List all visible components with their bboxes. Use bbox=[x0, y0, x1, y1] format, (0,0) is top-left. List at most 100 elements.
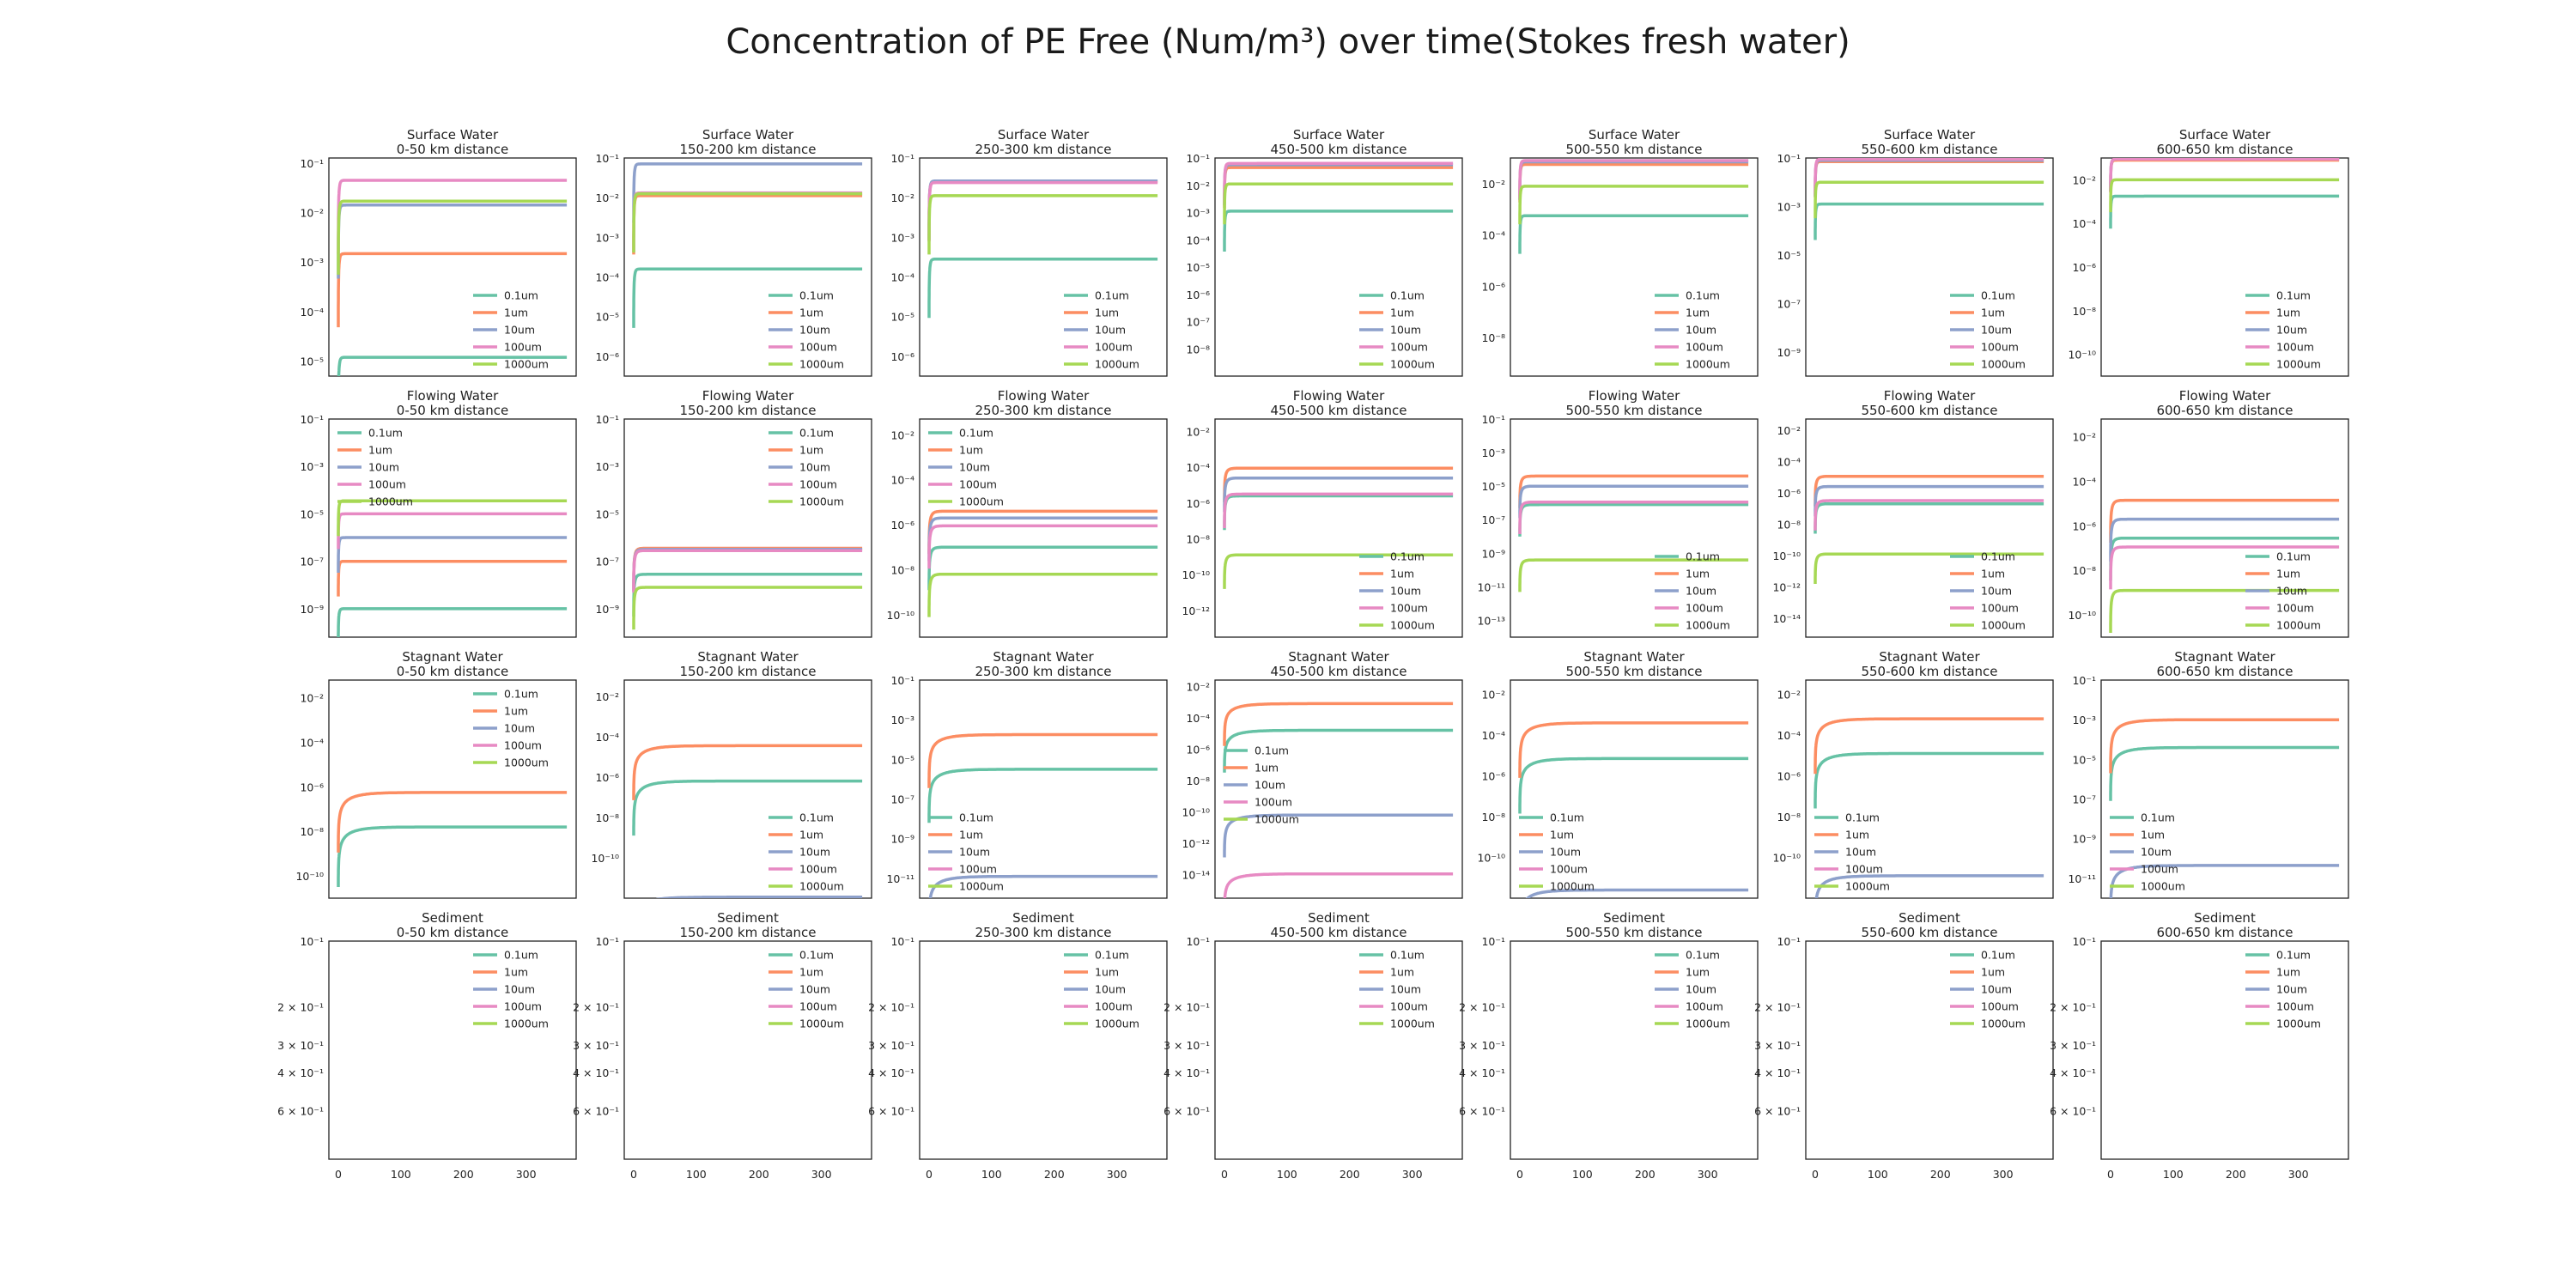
y-tick-label: 10⁻⁸ bbox=[890, 563, 914, 576]
panel-title-row: Surface Water bbox=[1589, 127, 1680, 143]
legend-label-1um: 1um bbox=[1550, 829, 1574, 841]
y-tick-label: 10⁻³ bbox=[890, 714, 914, 726]
y-tick-label: 10⁻⁶ bbox=[1481, 280, 1505, 293]
y-tick-label: 10⁻¹⁰ bbox=[2068, 349, 2096, 361]
legend: 0.1um 1um 10um 100um 1000um bbox=[1655, 550, 1730, 632]
legend-label-0.1um: 0.1um bbox=[799, 427, 834, 440]
x-tick-label: 0 bbox=[630, 1168, 637, 1181]
series-line-1um bbox=[927, 509, 1158, 555]
legend-label-10um: 10um bbox=[799, 324, 830, 337]
legend-label-1um: 1um bbox=[959, 829, 983, 841]
legend: 0.1um 1um 10um 100um 1000um bbox=[1814, 811, 1890, 893]
series-line-0.1um bbox=[1223, 494, 1454, 531]
panel-frame bbox=[1214, 940, 1463, 1160]
y-tick-label: 3 × 10⁻¹ bbox=[868, 1039, 914, 1052]
legend: 0.1um 1um 10um 100um 1000um bbox=[337, 427, 413, 508]
series-line-100um bbox=[927, 524, 1158, 569]
legend-label-100um: 100um bbox=[2276, 602, 2314, 615]
legend-label-100um: 100um bbox=[799, 863, 837, 876]
panel-title-row: Stagnant Water bbox=[1288, 649, 1389, 665]
x-tick-label: 100 bbox=[981, 1168, 1002, 1181]
legend: 0.1um 1um 10um 100um 1000um bbox=[769, 811, 844, 893]
series-line-1000um bbox=[1223, 553, 1454, 589]
series-line-0.1um bbox=[2109, 745, 2340, 801]
y-tick-label: 3 × 10⁻¹ bbox=[1163, 1039, 1210, 1052]
legend-label-1000um: 1000um bbox=[1686, 1018, 1730, 1030]
series-line-1um bbox=[632, 744, 863, 800]
series-line-0.1um bbox=[927, 768, 1158, 823]
y-tick-label: 10⁻⁹ bbox=[595, 603, 619, 616]
legend-label-100um: 100um bbox=[959, 863, 997, 876]
legend-label-10um: 10um bbox=[799, 461, 830, 474]
series-line-1um bbox=[1223, 166, 1454, 209]
y-tick-label: 10⁻⁶ bbox=[595, 350, 619, 363]
panel-title-row: Sediment bbox=[717, 910, 779, 926]
y-tick-label: 10⁻¹ bbox=[2072, 674, 2096, 687]
series-line-100um bbox=[1518, 159, 1749, 199]
legend-label-0.1um: 0.1um bbox=[799, 289, 834, 302]
x-tick-label: 200 bbox=[1635, 1168, 1656, 1181]
y-tick-label: 10⁻⁶ bbox=[890, 350, 914, 363]
series-line-1um bbox=[337, 791, 568, 853]
y-tick-label: 10⁻² bbox=[890, 191, 914, 204]
legend-label-1000um: 1000um bbox=[1390, 1018, 1435, 1030]
y-tick-label: 10⁻² bbox=[595, 191, 619, 204]
y-tick-label: 10⁻¹⁰ bbox=[1477, 852, 1505, 865]
legend-label-1um: 1um bbox=[1390, 568, 1414, 580]
y-tick-label: 10⁻⁷ bbox=[1481, 513, 1505, 526]
series-line-1000um bbox=[632, 586, 863, 630]
series-line-10um bbox=[1814, 484, 2044, 517]
panel-title-distance: 500-550 km distance bbox=[1565, 925, 1702, 940]
legend-label-10um: 10um bbox=[504, 722, 535, 735]
legend-label-100um: 100um bbox=[1390, 602, 1428, 615]
y-tick-label: 10⁻⁷ bbox=[890, 793, 914, 806]
legend-label-100um: 100um bbox=[1686, 341, 1723, 354]
panel-title-row: Flowing Water bbox=[1884, 388, 1976, 404]
y-tick-label: 10⁻¹⁰ bbox=[591, 852, 619, 865]
legend: 0.1um 1um 10um 100um 1000um bbox=[2245, 289, 2321, 371]
panel-title-row: Stagnant Water bbox=[993, 649, 1094, 665]
y-tick-label: 10⁻¹² bbox=[1772, 581, 1801, 594]
y-tick-label: 10⁻⁴ bbox=[890, 474, 914, 487]
panel-title-row: Flowing Water bbox=[1589, 388, 1680, 404]
figure-title: Concentration of PE Free (Num/m³) over t… bbox=[0, 22, 2576, 62]
legend-label-1um: 1um bbox=[2276, 966, 2300, 979]
y-tick-label: 10⁻² bbox=[300, 692, 324, 705]
y-tick-label: 10⁻³ bbox=[300, 460, 324, 473]
panel-frame bbox=[2100, 418, 2349, 638]
panel-title-distance: 450-500 km distance bbox=[1270, 403, 1406, 418]
series-line-1um bbox=[2109, 718, 2340, 774]
panel-title-row: Surface Water bbox=[1293, 127, 1385, 143]
panel-frame bbox=[1805, 679, 2054, 899]
x-tick-label: 300 bbox=[1993, 1168, 2014, 1181]
y-tick-label: 10⁻⁹ bbox=[300, 603, 324, 616]
y-tick-label: 10⁻⁷ bbox=[2072, 793, 2096, 806]
y-tick-label: 10⁻⁵ bbox=[2072, 753, 2096, 766]
legend-label-100um: 100um bbox=[2276, 1000, 2314, 1013]
panel-title-row: Surface Water bbox=[2179, 127, 2271, 143]
y-tick-label: 10⁻¹⁴ bbox=[1182, 869, 1210, 882]
y-tick-label: 3 × 10⁻¹ bbox=[2050, 1039, 2096, 1052]
y-tick-label: 4 × 10⁻¹ bbox=[1163, 1066, 1210, 1079]
panel-frame bbox=[919, 679, 1168, 899]
series-line-10um bbox=[1223, 813, 1454, 858]
legend: 0.1um 1um 10um 100um 1000um bbox=[769, 289, 844, 371]
series-line-10um bbox=[655, 896, 863, 898]
legend-label-0.1um: 0.1um bbox=[1686, 949, 1720, 962]
legend-label-1000um: 1000um bbox=[1095, 1018, 1139, 1030]
x-tick-label: 100 bbox=[686, 1168, 707, 1181]
legend-label-100um: 100um bbox=[1845, 863, 1883, 876]
y-tick-label: 10⁻⁸ bbox=[1186, 775, 1210, 787]
series-line-0.1um bbox=[632, 779, 863, 836]
legend: 0.1um 1um 10um 100um 1000um bbox=[1064, 289, 1139, 371]
series-line-0.1um bbox=[927, 258, 1158, 319]
legend-label-0.1um: 0.1um bbox=[2276, 289, 2311, 302]
y-tick-label: 10⁻⁴ bbox=[2072, 217, 2096, 230]
panel-title-distance: 500-550 km distance bbox=[1565, 403, 1702, 418]
panel-title-row: Flowing Water bbox=[998, 388, 1090, 404]
legend-label-100um: 100um bbox=[1550, 863, 1588, 876]
series-line-0.1um bbox=[337, 355, 568, 376]
